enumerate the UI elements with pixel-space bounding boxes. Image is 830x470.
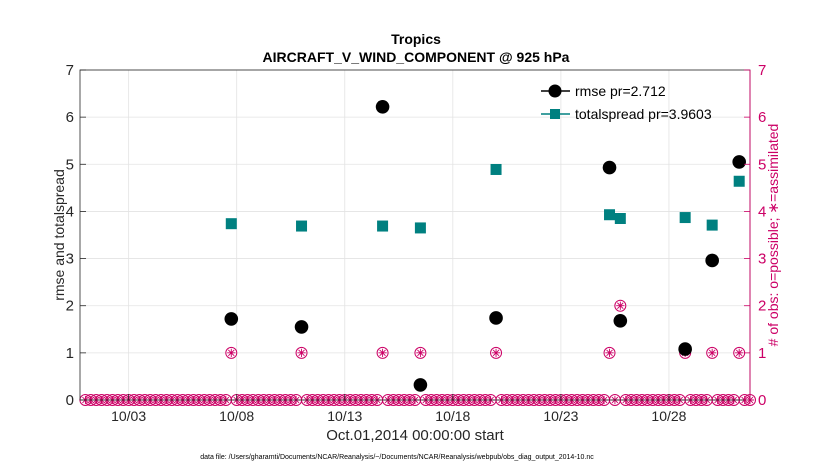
obs-assimilated-marker bbox=[227, 348, 236, 357]
y-tick-label: 6 bbox=[66, 109, 74, 126]
legend-rmse-label: rmse pr=2.712 bbox=[575, 83, 666, 99]
obs-count-point bbox=[225, 346, 238, 359]
y2-tick-label: 4 bbox=[758, 203, 766, 220]
obs-count-point bbox=[414, 346, 427, 359]
obs-count-point bbox=[733, 346, 746, 359]
obs-possible-marker bbox=[614, 299, 627, 312]
y-tick-label: 5 bbox=[66, 156, 74, 173]
obs-assimilated-marker bbox=[735, 348, 744, 357]
rmse-point bbox=[613, 314, 628, 328]
obs-count-point bbox=[614, 299, 627, 312]
rmse-point bbox=[294, 320, 309, 334]
obs-count-point bbox=[376, 346, 389, 359]
totalspread-point bbox=[604, 209, 616, 221]
y2-tick-label: 3 bbox=[758, 251, 766, 268]
x-tick-label: 10/13 bbox=[327, 408, 362, 424]
obs-possible-marker bbox=[490, 346, 503, 359]
obs-assimilated-marker bbox=[616, 301, 625, 310]
obs-possible-marker bbox=[376, 346, 389, 359]
y2-tick-label: 6 bbox=[758, 109, 766, 126]
legend: rmse pr=2.712 totalspread pr=3.9603 bbox=[541, 83, 712, 122]
rmse-point bbox=[224, 312, 239, 326]
totalspread-point bbox=[414, 222, 426, 234]
rmse-point bbox=[375, 99, 390, 114]
data-series bbox=[224, 99, 746, 392]
obs-assimilated-marker bbox=[605, 348, 614, 357]
chart-subtitle: AIRCRAFT_V_WIND_COMPONENT @ 925 hPa bbox=[263, 49, 570, 65]
rmse-point bbox=[413, 378, 428, 392]
rmse-point bbox=[489, 311, 503, 325]
obs-count-point bbox=[295, 346, 308, 359]
y2-axis-label: # of obs: o=possible; ∗=assimilated bbox=[765, 124, 781, 347]
rmse-point bbox=[678, 342, 692, 356]
obs-possible-marker bbox=[414, 346, 427, 359]
chart-title: Tropics bbox=[391, 31, 441, 47]
totalspread-point bbox=[377, 220, 389, 232]
y-tick-label: 7 bbox=[66, 62, 74, 79]
obs-assimilated-marker bbox=[491, 348, 501, 357]
plot-area bbox=[80, 70, 750, 400]
obs-assimilated-marker bbox=[708, 348, 717, 357]
totalspread-point bbox=[225, 218, 237, 230]
y-tick-label: 3 bbox=[66, 251, 74, 268]
y2-tick-label: 1 bbox=[758, 345, 766, 362]
obs-possible-marker bbox=[295, 346, 308, 359]
rmse-point bbox=[732, 155, 746, 169]
obs-count-point bbox=[706, 346, 719, 359]
y2-tick-label: 2 bbox=[758, 298, 766, 315]
rmse-point bbox=[602, 160, 617, 175]
obs-possible-marker bbox=[603, 346, 616, 359]
obs-count-point bbox=[490, 346, 503, 359]
axes: 0 1 2 3 4 5 6 7 0 1 2 3 4 5 6 7 10/03 10/08 10/13 10/18 10/2… bbox=[66, 62, 767, 424]
y-tick-label: 2 bbox=[66, 298, 74, 315]
y-tick-label: 4 bbox=[66, 203, 74, 220]
totalspread-point bbox=[706, 219, 718, 231]
obs-possible-marker bbox=[706, 346, 719, 359]
legend-totalspread-label: totalspread pr=3.9603 bbox=[575, 106, 712, 122]
x-tick-label: 10/23 bbox=[543, 408, 578, 424]
x-tick-label: 10/08 bbox=[219, 408, 254, 424]
y2-tick-label: 0 bbox=[758, 392, 766, 409]
totalspread-point bbox=[296, 220, 308, 232]
y2-tick-label: 5 bbox=[758, 156, 766, 173]
totalspread-point bbox=[679, 212, 691, 224]
totalspread-point bbox=[614, 213, 626, 224]
obs-count-point bbox=[603, 346, 616, 359]
legend-rmse-marker bbox=[548, 84, 562, 98]
obs-possible-marker bbox=[225, 346, 238, 359]
obs-assimilated-marker bbox=[297, 348, 306, 357]
obs-assimilated-marker bbox=[416, 348, 425, 357]
legend-totalspread-marker bbox=[550, 109, 560, 119]
x-tick-label: 10/28 bbox=[651, 408, 686, 424]
x-tick-label: 10/18 bbox=[435, 408, 470, 424]
x-axis-label: Oct.01,2014 00:00:00 start bbox=[326, 427, 504, 444]
rmse-point bbox=[705, 253, 719, 268]
x-tick-label: 10/03 bbox=[111, 408, 146, 424]
obs-assimilated-marker bbox=[378, 348, 387, 357]
totalspread-point bbox=[733, 175, 745, 187]
y-tick-label: 1 bbox=[66, 345, 74, 362]
data-file-footnote: data file: /Users/gharamti/Documents/NCA… bbox=[200, 454, 594, 461]
y-axis-label: rmse and totalspread bbox=[51, 169, 67, 301]
totalspread-point bbox=[490, 163, 502, 175]
y2-tick-label: 7 bbox=[758, 62, 766, 79]
y-tick-label: 0 bbox=[66, 392, 74, 409]
